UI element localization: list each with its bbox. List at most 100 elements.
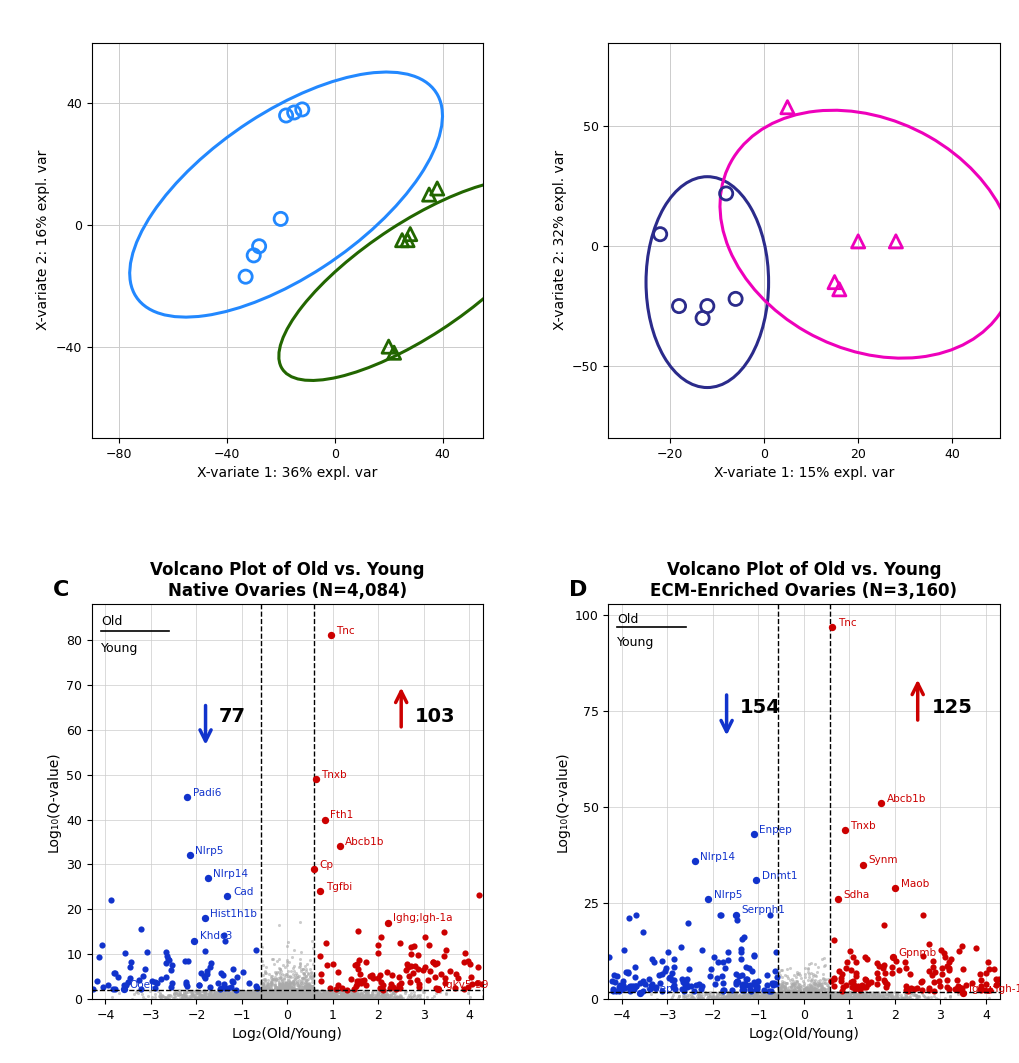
- Point: [806, 989, 822, 1006]
- Point: [338, 981, 355, 998]
- Point: [253, 988, 269, 1005]
- Point: [275, 988, 291, 1005]
- Point: [292, 975, 309, 992]
- Point: [244, 985, 260, 1002]
- Point: [783, 986, 799, 1003]
- Point: [783, 977, 799, 994]
- Point: [902, 984, 918, 1001]
- Point: [331, 988, 347, 1005]
- Point: [229, 986, 246, 1003]
- Point: [327, 982, 343, 999]
- Point: [409, 988, 425, 1005]
- Point: [311, 989, 327, 1006]
- Point: [305, 988, 321, 1005]
- Point: [768, 990, 785, 1007]
- Point: [780, 981, 796, 998]
- Point: [173, 989, 190, 1006]
- Point: [927, 990, 944, 1007]
- Point: [348, 990, 365, 1007]
- Point: [281, 976, 298, 993]
- Point: [230, 990, 247, 1007]
- Point: [683, 978, 699, 995]
- Point: [834, 989, 850, 1006]
- Point: [158, 989, 174, 1006]
- Point: [213, 991, 229, 1008]
- Point: [725, 990, 741, 1007]
- Point: [790, 988, 806, 1005]
- Point: [300, 976, 316, 993]
- Point: [272, 980, 288, 997]
- Point: [852, 977, 868, 994]
- Point: [298, 991, 314, 1008]
- Point: [373, 988, 389, 1005]
- Point: [707, 988, 723, 1005]
- Point: [702, 961, 718, 978]
- Point: [239, 983, 256, 1000]
- Point: [753, 989, 769, 1006]
- Point: [179, 991, 196, 1008]
- Point: [254, 977, 270, 994]
- Point: [275, 978, 291, 995]
- Point: [792, 985, 808, 1002]
- Point: [343, 988, 360, 1005]
- Point: [294, 982, 311, 999]
- Point: [285, 942, 302, 959]
- Point: [291, 991, 308, 1008]
- Point: [243, 988, 259, 1005]
- Point: [311, 986, 327, 1003]
- Point: [333, 979, 350, 996]
- Point: [272, 965, 288, 982]
- Point: [259, 988, 275, 1005]
- Point: [224, 984, 240, 1001]
- Point: [302, 982, 318, 999]
- Point: [756, 990, 772, 1007]
- Point: [271, 982, 287, 999]
- Point: [807, 984, 823, 1001]
- Point: [774, 978, 791, 995]
- Point: [263, 988, 279, 1005]
- Point: [704, 988, 720, 1005]
- Point: [395, 990, 412, 1007]
- Point: [264, 985, 280, 1002]
- Point: [737, 991, 753, 1008]
- Point: [304, 983, 320, 1000]
- Point: [261, 988, 277, 1005]
- Point: [264, 990, 280, 1007]
- Point: [776, 990, 793, 1007]
- Point: [846, 990, 862, 1007]
- Point: [786, 990, 802, 1007]
- Point: [284, 980, 301, 997]
- Point: [776, 991, 793, 1008]
- Point: [196, 989, 212, 1006]
- Point: [257, 988, 273, 1005]
- Point: [855, 991, 871, 1008]
- Point: [792, 969, 808, 986]
- Point: [275, 978, 291, 995]
- Point: [822, 985, 839, 1002]
- Point: [657, 960, 674, 977]
- Point: [290, 985, 307, 1002]
- Point: [685, 991, 701, 1008]
- Point: [767, 986, 784, 1003]
- Point: [330, 990, 346, 1007]
- Point: [748, 983, 764, 1000]
- Point: [365, 991, 381, 1008]
- Point: [272, 979, 288, 996]
- Point: [282, 990, 299, 1007]
- Point: [865, 989, 881, 1006]
- Point: [186, 990, 203, 1007]
- Point: [215, 986, 231, 1003]
- Point: [250, 990, 266, 1007]
- Point: [366, 989, 382, 1006]
- Point: [220, 991, 236, 1008]
- Point: [298, 962, 314, 979]
- Point: [769, 989, 786, 1006]
- Point: [789, 984, 805, 1001]
- Point: [393, 988, 410, 1005]
- Point: [801, 990, 817, 1007]
- Point: [371, 979, 387, 996]
- Point: [840, 984, 856, 1001]
- Point: [768, 991, 785, 1008]
- Point: [233, 983, 250, 1000]
- Point: [320, 985, 336, 1002]
